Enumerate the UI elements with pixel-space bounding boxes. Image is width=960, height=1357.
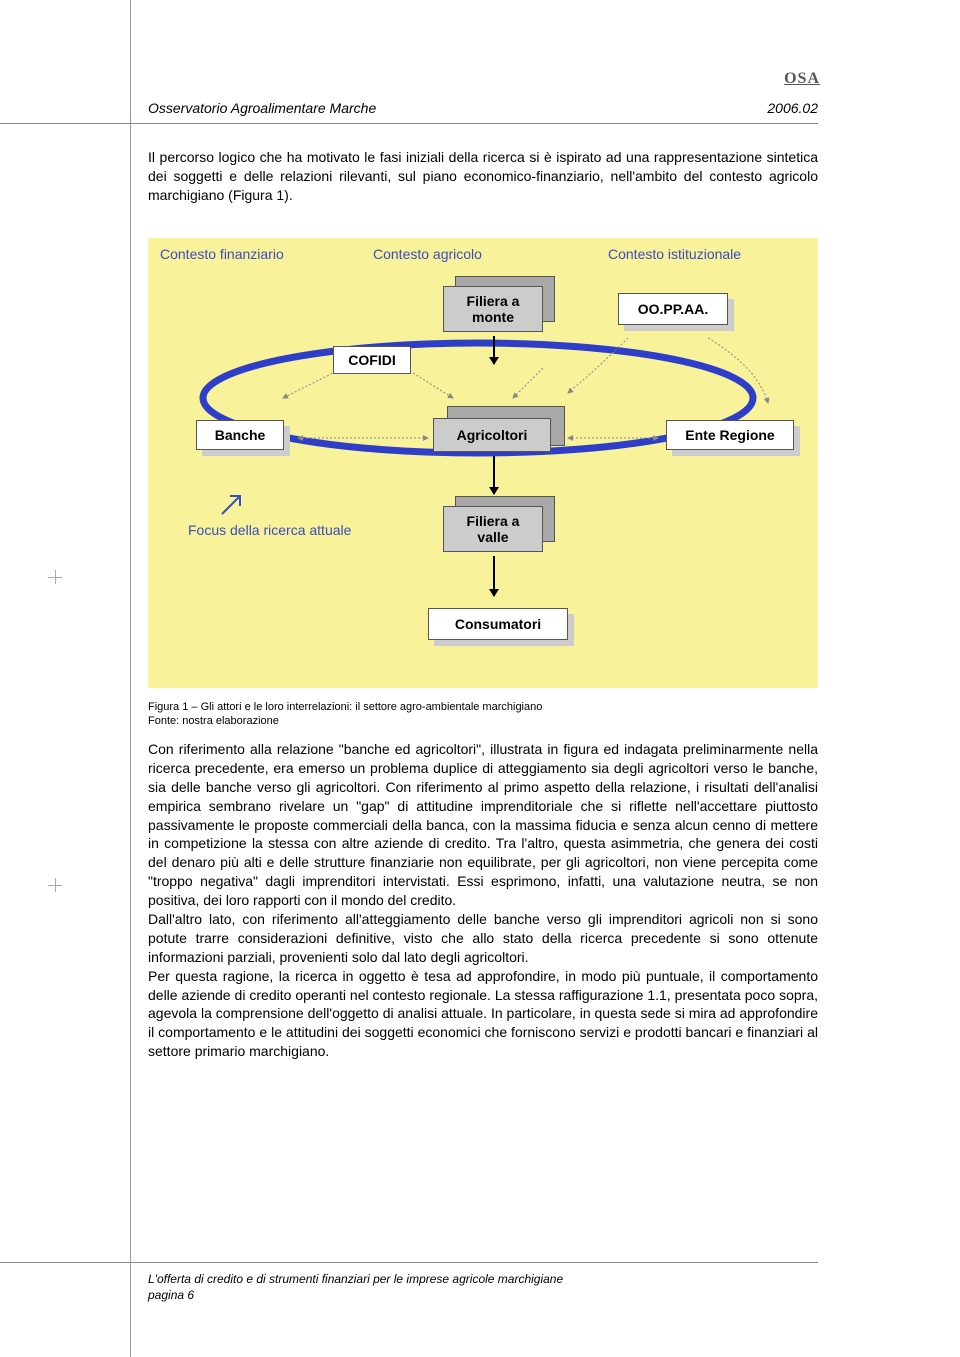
margin-bottom-rule <box>0 1262 818 1263</box>
node-ente-regione-label: Ente Regione <box>685 427 774 443</box>
node-cofidi-label: COFIDI <box>348 352 395 368</box>
body-p2: Dall'altro lato, con riferimento all'att… <box>148 910 818 967</box>
figure-1-diagram: Contesto finanziario Contesto agricolo C… <box>148 238 818 688</box>
crop-mark-icon <box>48 878 62 892</box>
label-contesto-finanziario: Contesto finanziario <box>160 246 284 262</box>
page-footer: L'offerta di credito e di strumenti fina… <box>148 1272 818 1303</box>
node-filiera-monte: Filiera a monte <box>443 276 563 336</box>
body-p3: Per questa ragione, la ricerca in oggett… <box>148 967 818 1061</box>
node-banche-label: Banche <box>215 427 266 443</box>
focus-arrow-icon <box>218 488 248 518</box>
margin-top-rule <box>0 123 818 124</box>
margin-vertical-rule <box>130 0 131 1357</box>
node-ooppaa-label: OO.PP.AA. <box>638 301 709 317</box>
brand-logo: OSA <box>784 70 820 88</box>
arrow-down-icon <box>493 556 495 596</box>
header-title: Osservatorio Agroalimentare Marche <box>148 100 376 116</box>
node-cofidi: COFIDI <box>333 346 411 374</box>
node-filiera-valle-label: Filiera a valle <box>450 513 536 545</box>
footer-page: pagina 6 <box>148 1288 818 1304</box>
body-p1: Con riferimento alla relazione "banche e… <box>148 740 818 910</box>
figure-caption: Figura 1 – Gli attori e le loro interrel… <box>148 700 818 729</box>
label-contesto-agricolo: Contesto agricolo <box>373 246 482 262</box>
arrow-down-icon <box>493 336 495 364</box>
intro-paragraph: Il percorso logico che ha motivato le fa… <box>148 148 818 205</box>
body-text: Con riferimento alla relazione "banche e… <box>148 740 818 1061</box>
page-header: Osservatorio Agroalimentare Marche 2006.… <box>148 100 818 116</box>
label-contesto-istituzionale: Contesto istituzionale <box>608 246 741 262</box>
focus-label: Focus della ricerca attuale <box>188 522 351 538</box>
caption-line2: Fonte: nostra elaborazione <box>148 714 818 728</box>
footer-title: L'offerta di credito e di strumenti fina… <box>148 1272 818 1288</box>
crop-mark-icon <box>48 570 62 584</box>
header-date: 2006.02 <box>767 100 818 116</box>
node-filiera-monte-label: Filiera a monte <box>450 293 536 325</box>
brand-logo-top: OSA <box>784 70 820 87</box>
arrow-down-icon <box>493 456 495 494</box>
caption-line1: Figura 1 – Gli attori e le loro interrel… <box>148 700 818 714</box>
node-agricoltori-label: Agricoltori <box>457 427 528 443</box>
node-consumatori-label: Consumatori <box>455 616 541 632</box>
